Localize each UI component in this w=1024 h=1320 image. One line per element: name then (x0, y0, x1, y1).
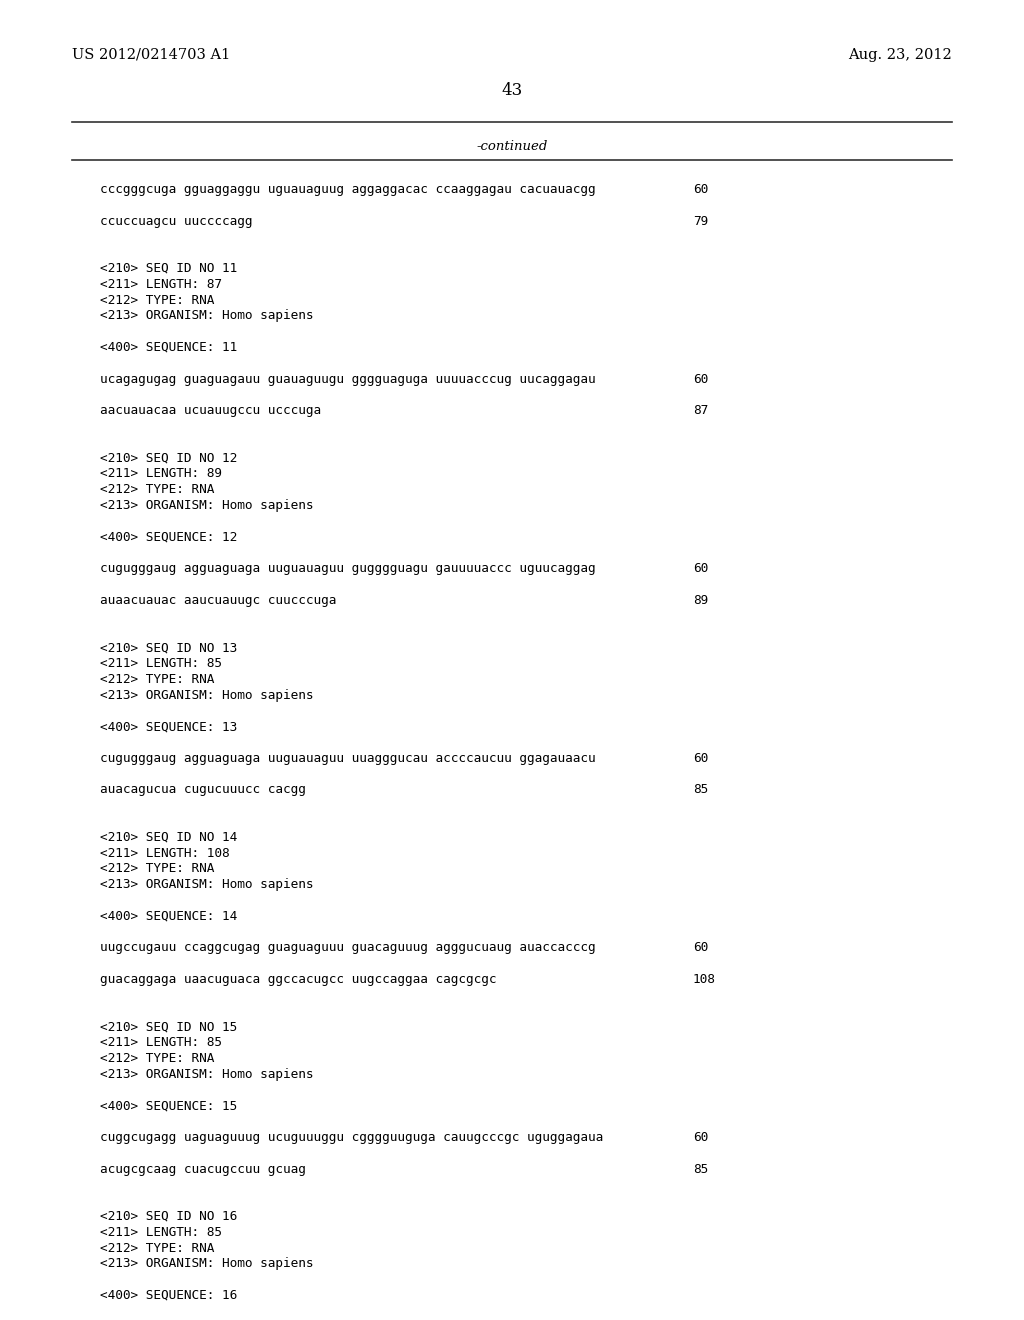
Text: 60: 60 (693, 372, 709, 385)
Text: <211> LENGTH: 85: <211> LENGTH: 85 (100, 1036, 222, 1049)
Text: <400> SEQUENCE: 11: <400> SEQUENCE: 11 (100, 341, 238, 354)
Text: <400> SEQUENCE: 12: <400> SEQUENCE: 12 (100, 531, 238, 544)
Text: <212> TYPE: RNA: <212> TYPE: RNA (100, 1242, 214, 1254)
Text: <210> SEQ ID NO 12: <210> SEQ ID NO 12 (100, 451, 238, 465)
Text: 60: 60 (693, 562, 709, 576)
Text: US 2012/0214703 A1: US 2012/0214703 A1 (72, 48, 230, 62)
Text: <210> SEQ ID NO 13: <210> SEQ ID NO 13 (100, 642, 238, 655)
Text: <212> TYPE: RNA: <212> TYPE: RNA (100, 862, 214, 875)
Text: 89: 89 (693, 594, 709, 607)
Text: <212> TYPE: RNA: <212> TYPE: RNA (100, 483, 214, 496)
Text: ucagagugag guaguagauu guauaguugu gggguaguga uuuuacccug uucaggagau: ucagagugag guaguagauu guauaguugu gggguag… (100, 372, 596, 385)
Text: <213> ORGANISM: Homo sapiens: <213> ORGANISM: Homo sapiens (100, 1258, 313, 1270)
Text: <213> ORGANISM: Homo sapiens: <213> ORGANISM: Homo sapiens (100, 499, 313, 512)
Text: <210> SEQ ID NO 11: <210> SEQ ID NO 11 (100, 261, 238, 275)
Text: cugugggaug agguaguaga uuguauaguu uuagggucau accccaucuu ggagauaacu: cugugggaug agguaguaga uuguauaguu uuagggu… (100, 752, 596, 764)
Text: aacuauacaa ucuauugccu ucccuga: aacuauacaa ucuauugccu ucccuga (100, 404, 322, 417)
Text: -continued: -continued (476, 140, 548, 153)
Text: <210> SEQ ID NO 16: <210> SEQ ID NO 16 (100, 1210, 238, 1224)
Text: <213> ORGANISM: Homo sapiens: <213> ORGANISM: Homo sapiens (100, 689, 313, 702)
Text: uugccugauu ccaggcugag guaguaguuu guacaguuug agggucuaug auaccacccg: uugccugauu ccaggcugag guaguaguuu guacagu… (100, 941, 596, 954)
Text: 43: 43 (502, 82, 522, 99)
Text: cccgggcuga gguaggaggu uguauaguug aggaggacac ccaaggagau cacuauacgg: cccgggcuga gguaggaggu uguauaguug aggagga… (100, 183, 596, 195)
Text: <211> LENGTH: 87: <211> LENGTH: 87 (100, 277, 222, 290)
Text: <213> ORGANISM: Homo sapiens: <213> ORGANISM: Homo sapiens (100, 309, 313, 322)
Text: cuggcugagg uaguaguuug ucuguuuggu cgggguuguga cauugcccgc uguggagaua: cuggcugagg uaguaguuug ucuguuuggu cgggguu… (100, 1131, 603, 1144)
Text: 60: 60 (693, 752, 709, 764)
Text: <213> ORGANISM: Homo sapiens: <213> ORGANISM: Homo sapiens (100, 878, 313, 891)
Text: 85: 85 (693, 1163, 709, 1176)
Text: auacagucua cugucuuucc cacgg: auacagucua cugucuuucc cacgg (100, 783, 306, 796)
Text: auaacuauac aaucuauugc cuucccuga: auaacuauac aaucuauugc cuucccuga (100, 594, 336, 607)
Text: <211> LENGTH: 85: <211> LENGTH: 85 (100, 657, 222, 671)
Text: <213> ORGANISM: Homo sapiens: <213> ORGANISM: Homo sapiens (100, 1068, 313, 1081)
Text: 85: 85 (693, 783, 709, 796)
Text: <211> LENGTH: 89: <211> LENGTH: 89 (100, 467, 222, 480)
Text: <210> SEQ ID NO 14: <210> SEQ ID NO 14 (100, 830, 238, 843)
Text: <210> SEQ ID NO 15: <210> SEQ ID NO 15 (100, 1020, 238, 1034)
Text: 108: 108 (693, 973, 716, 986)
Text: guacaggaga uaacuguaca ggccacugcc uugccaggaa cagcgcgc: guacaggaga uaacuguaca ggccacugcc uugccag… (100, 973, 497, 986)
Text: 79: 79 (693, 215, 709, 227)
Text: cugugggaug agguaguaga uuguauaguu gugggguagu gauuuuaccc uguucaggag: cugugggaug agguaguaga uuguauaguu guggggu… (100, 562, 596, 576)
Text: Aug. 23, 2012: Aug. 23, 2012 (848, 48, 952, 62)
Text: <212> TYPE: RNA: <212> TYPE: RNA (100, 1052, 214, 1065)
Text: <400> SEQUENCE: 13: <400> SEQUENCE: 13 (100, 721, 238, 733)
Text: <212> TYPE: RNA: <212> TYPE: RNA (100, 293, 214, 306)
Text: <211> LENGTH: 108: <211> LENGTH: 108 (100, 846, 229, 859)
Text: <400> SEQUENCE: 14: <400> SEQUENCE: 14 (100, 909, 238, 923)
Text: <211> LENGTH: 85: <211> LENGTH: 85 (100, 1226, 222, 1238)
Text: <400> SEQUENCE: 15: <400> SEQUENCE: 15 (100, 1100, 238, 1113)
Text: 60: 60 (693, 183, 709, 195)
Text: 87: 87 (693, 404, 709, 417)
Text: <400> SEQUENCE: 16: <400> SEQUENCE: 16 (100, 1290, 238, 1302)
Text: 60: 60 (693, 941, 709, 954)
Text: <212> TYPE: RNA: <212> TYPE: RNA (100, 673, 214, 686)
Text: 60: 60 (693, 1131, 709, 1144)
Text: acugcgcaag cuacugccuu gcuag: acugcgcaag cuacugccuu gcuag (100, 1163, 306, 1176)
Text: ccuccuagcu uuccccagg: ccuccuagcu uuccccagg (100, 215, 253, 227)
